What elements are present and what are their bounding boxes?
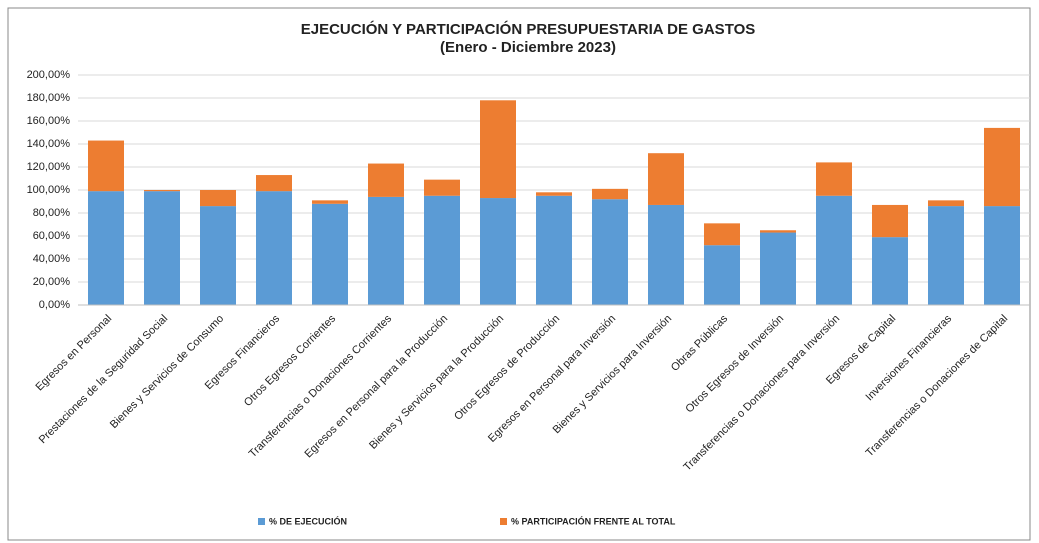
y-tick-label: 200,00% [27, 69, 71, 81]
bar-segment [536, 195, 572, 305]
y-tick-label: 100,00% [27, 184, 71, 196]
y-tick-label: 180,00% [27, 92, 71, 104]
bar-segment [424, 195, 460, 305]
y-tick-label: 80,00% [33, 207, 71, 219]
bar-segment [368, 196, 404, 305]
bar-segment [312, 200, 348, 204]
bar-segment [872, 204, 908, 238]
bar-segment [200, 190, 236, 207]
bar-segment [648, 204, 684, 305]
bar-segment [984, 206, 1020, 305]
bar-segment [592, 199, 628, 305]
bar-segment [928, 200, 964, 207]
bar-segment [480, 198, 516, 305]
legend-label: % PARTICIPACIÓN FRENTE AL TOTAL [511, 515, 676, 526]
bar-segment [368, 163, 404, 197]
bar-segment [144, 191, 180, 305]
legend-swatch [500, 518, 507, 525]
bar-segment [88, 191, 124, 305]
y-tick-label: 20,00% [33, 276, 71, 288]
bar-segment [760, 232, 796, 305]
bar-segment [704, 223, 740, 246]
bar-segment [592, 188, 628, 200]
chart-title: EJECUCIÓN Y PARTICIPACIÓN PRESUPUESTARIA… [301, 20, 756, 38]
y-tick-label: 160,00% [27, 115, 71, 127]
bar-segment [88, 140, 124, 192]
y-tick-label: 120,00% [27, 161, 71, 173]
bar-segment [872, 237, 908, 305]
bar-segment [480, 100, 516, 199]
bar-segment [200, 206, 236, 305]
bar-segment [648, 153, 684, 205]
chart-subtitle: (Enero - Diciembre 2023) [440, 39, 616, 56]
y-tick-label: 0,00% [39, 299, 70, 311]
bar-segment [144, 190, 180, 192]
legend-label: % DE EJECUCIÓN [269, 515, 347, 526]
legend-swatch [258, 518, 265, 525]
bar-segment [984, 127, 1020, 207]
bar-segment [256, 175, 292, 192]
y-tick-label: 140,00% [27, 138, 71, 150]
bar-segment [816, 195, 852, 305]
y-tick-label: 60,00% [33, 230, 71, 242]
bar-segment [704, 245, 740, 305]
bar-segment [256, 191, 292, 305]
bar-segment [760, 230, 796, 233]
bar-segment [424, 179, 460, 196]
bar-segment [928, 206, 964, 305]
bar-segment [816, 162, 852, 196]
bar-segment [312, 203, 348, 305]
bar-segment [536, 192, 572, 196]
y-tick-label: 40,00% [33, 253, 71, 265]
